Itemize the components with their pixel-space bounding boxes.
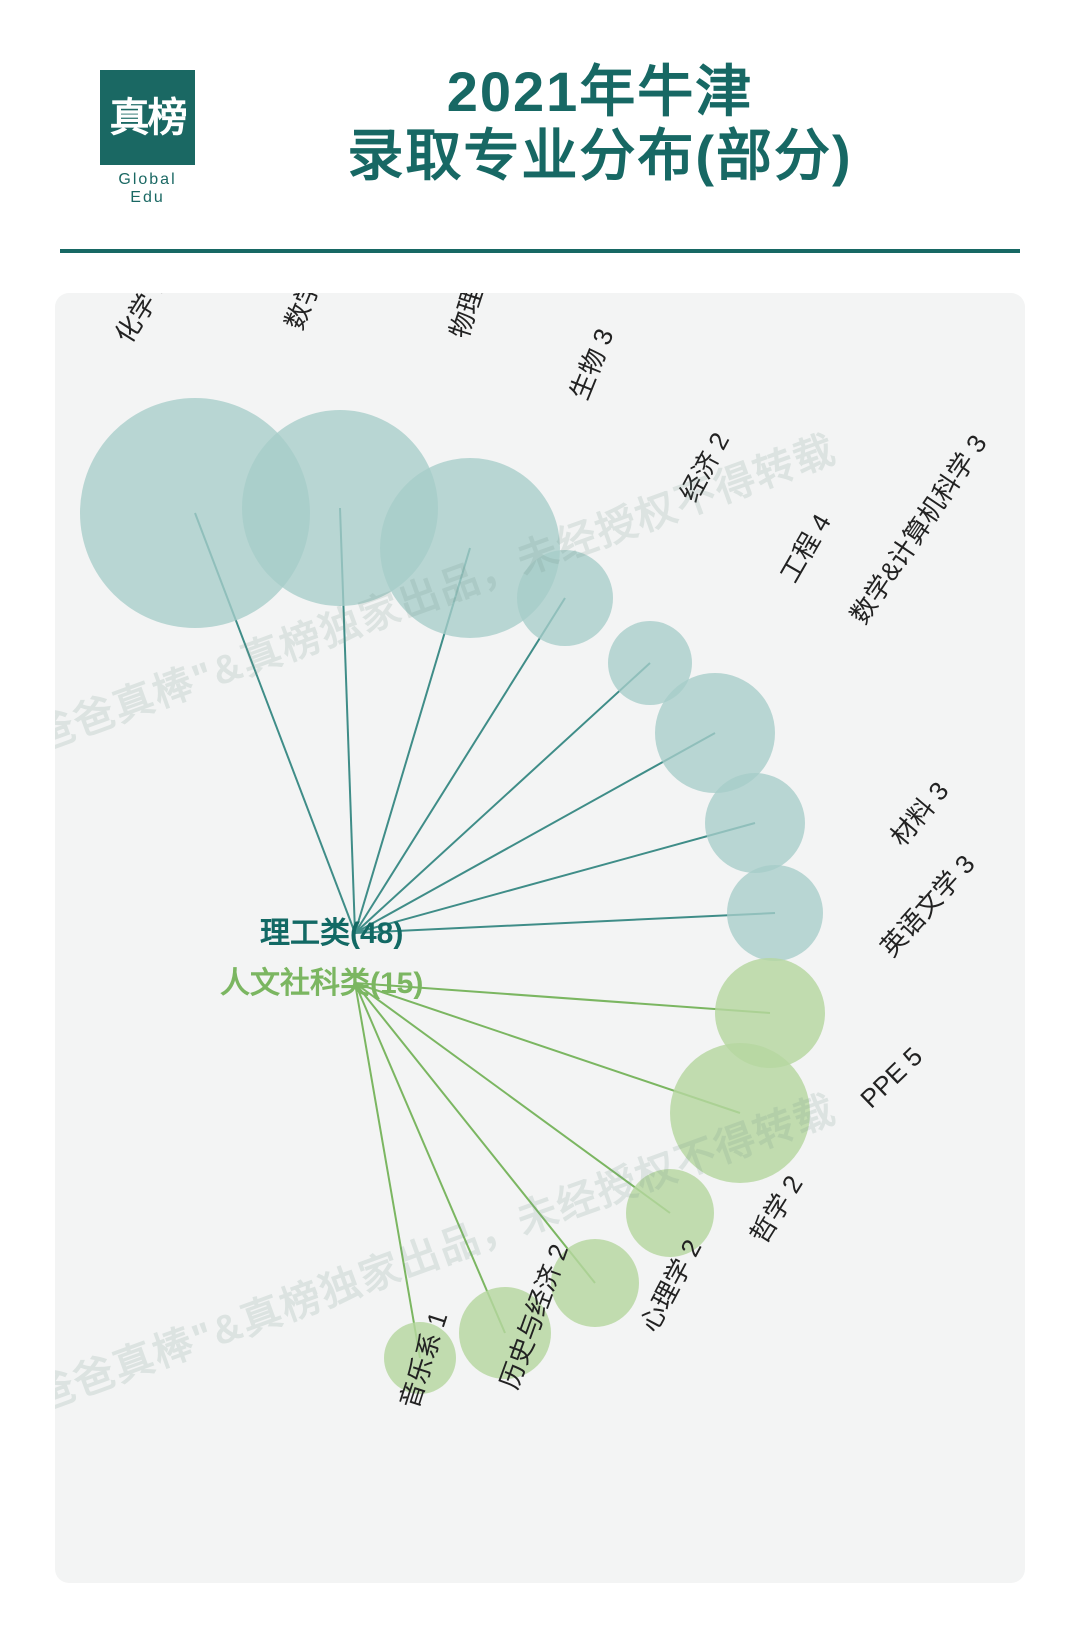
bubble bbox=[705, 773, 805, 873]
bubble bbox=[670, 1043, 810, 1183]
header: 真榜 Global Edu 2021年牛津 录取专业分布(部分) bbox=[0, 0, 1080, 219]
logo-badge-text: 真榜 bbox=[110, 98, 186, 138]
chart-panel: 理工类(48)人文社科类(15)化学 14数学 10物理 9生物 3经济 2工程… bbox=[55, 293, 1025, 1583]
title: 2021年牛津 录取专业分布(部分) bbox=[200, 60, 1000, 189]
logo-badge: 真榜 bbox=[100, 70, 195, 165]
logo-subtitle: Global Edu bbox=[100, 171, 195, 207]
bubble bbox=[727, 865, 823, 961]
connector-line bbox=[355, 733, 715, 933]
bubble bbox=[517, 550, 613, 646]
header-divider bbox=[60, 249, 1020, 253]
logo: 真榜 Global Edu bbox=[100, 70, 195, 207]
connector-line bbox=[355, 598, 565, 933]
connector-line bbox=[355, 983, 420, 1358]
title-line-2: 录取专业分布(部分) bbox=[200, 124, 1000, 188]
connector-line bbox=[355, 983, 505, 1333]
category-label-stem: 理工类(48) bbox=[260, 908, 403, 952]
category-label-humanities: 人文社科类(15) bbox=[220, 958, 423, 1002]
title-line-1: 2021年牛津 bbox=[200, 60, 1000, 124]
bubble bbox=[626, 1169, 714, 1257]
